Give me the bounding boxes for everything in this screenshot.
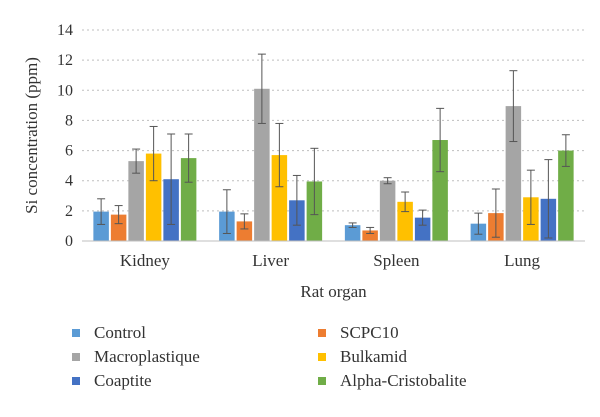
legend-swatch bbox=[72, 377, 80, 385]
bar bbox=[110, 214, 127, 241]
bar bbox=[254, 88, 270, 242]
bar bbox=[180, 158, 197, 241]
legend-swatch bbox=[72, 329, 80, 337]
bar bbox=[145, 153, 162, 241]
y-tick-label: 14 bbox=[57, 22, 73, 39]
y-tick-label: 0 bbox=[65, 233, 73, 250]
bar bbox=[505, 106, 522, 241]
legend-swatch bbox=[318, 353, 326, 361]
bar bbox=[236, 221, 253, 241]
bar bbox=[93, 211, 109, 241]
bar bbox=[432, 140, 448, 241]
bar bbox=[344, 225, 361, 241]
bars bbox=[93, 53, 574, 242]
bar bbox=[128, 161, 144, 241]
bar bbox=[414, 217, 431, 241]
legend: Control SCPC10 Macroplastique Bulkamid Coapt… bbox=[72, 323, 467, 390]
y-tick-label: 10 bbox=[57, 82, 73, 99]
y-tick-label: 2 bbox=[65, 203, 73, 220]
x-axis-categories: Kidney Liver Spleen Lung bbox=[120, 251, 541, 270]
legend-label: Bulkamid bbox=[340, 347, 408, 366]
y-tick-label: 12 bbox=[57, 52, 73, 69]
y-axis-ticks: 0 2 4 6 8 10 12 14 bbox=[57, 22, 73, 250]
legend-swatch bbox=[318, 377, 326, 385]
legend-swatch bbox=[72, 353, 80, 361]
x-category-label: Kidney bbox=[120, 251, 171, 270]
legend-label: SCPC10 bbox=[340, 323, 399, 342]
legend-label: Macroplastique bbox=[94, 347, 200, 366]
x-category-label: Lung bbox=[504, 251, 540, 270]
y-tick-label: 6 bbox=[65, 143, 73, 160]
legend-label: Coaptite bbox=[94, 371, 152, 390]
bar bbox=[379, 180, 396, 241]
legend-swatch bbox=[318, 329, 326, 337]
x-axis-title: Rat organ bbox=[300, 282, 367, 301]
legend-label: Alpha-Cristobalite bbox=[340, 371, 467, 390]
bar bbox=[271, 155, 288, 241]
y-tick-label: 4 bbox=[65, 173, 73, 190]
y-axis-title: Si concentration (ppm) bbox=[22, 57, 41, 214]
bar bbox=[558, 150, 574, 241]
legend-label: Control bbox=[94, 323, 146, 342]
bar bbox=[362, 230, 378, 241]
gridlines bbox=[82, 29, 585, 212]
y-tick-label: 8 bbox=[65, 112, 73, 129]
x-category-label: Spleen bbox=[373, 251, 420, 270]
x-category-label: Liver bbox=[252, 251, 289, 270]
